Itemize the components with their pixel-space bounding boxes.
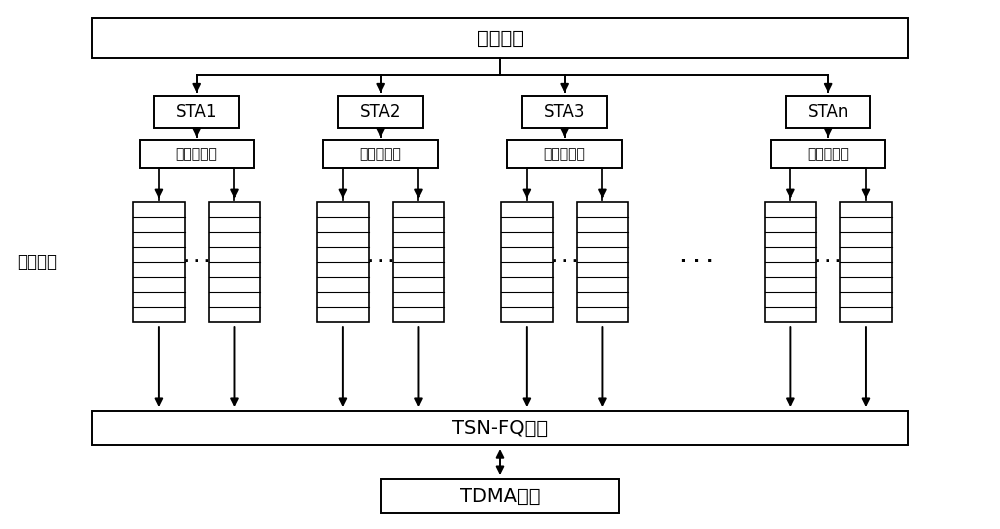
Text: STA2: STA2 — [360, 103, 401, 121]
Text: STA3: STA3 — [544, 103, 585, 121]
Bar — [323, 140, 438, 168]
Text: · · ·: · · · — [680, 253, 713, 271]
Bar — [786, 96, 870, 129]
Text: 分配优先级: 分配优先级 — [176, 147, 218, 161]
Bar — [507, 140, 622, 168]
Bar — [92, 19, 908, 58]
Bar — [317, 202, 369, 322]
Text: · · ·: · · · — [815, 255, 841, 269]
Bar — [765, 202, 816, 322]
Text: · · ·: · · · — [552, 255, 577, 269]
Bar — [840, 202, 892, 322]
Text: TDMA链路: TDMA链路 — [460, 487, 540, 506]
Bar — [209, 202, 260, 322]
Bar — [501, 202, 553, 322]
Text: · · ·: · · · — [184, 255, 209, 269]
Bar — [133, 202, 185, 322]
Bar — [140, 140, 254, 168]
Bar — [381, 479, 619, 513]
Text: 分配优先级: 分配优先级 — [360, 147, 402, 161]
Text: 缓存队列: 缓存队列 — [18, 253, 58, 271]
Bar — [92, 411, 908, 445]
Text: · · ·: · · · — [368, 255, 393, 269]
Text: STAn: STAn — [807, 103, 849, 121]
Bar — [522, 96, 607, 129]
Text: TSN-FQ调度: TSN-FQ调度 — [452, 418, 548, 437]
Bar — [771, 140, 885, 168]
Bar — [393, 202, 444, 322]
Bar — [577, 202, 628, 322]
Text: 入队管理: 入队管理 — [477, 29, 524, 48]
Bar — [338, 96, 423, 129]
Text: 分配优先级: 分配优先级 — [807, 147, 849, 161]
Text: STA1: STA1 — [176, 103, 217, 121]
Bar — [154, 96, 239, 129]
Text: 分配优先级: 分配优先级 — [544, 147, 586, 161]
